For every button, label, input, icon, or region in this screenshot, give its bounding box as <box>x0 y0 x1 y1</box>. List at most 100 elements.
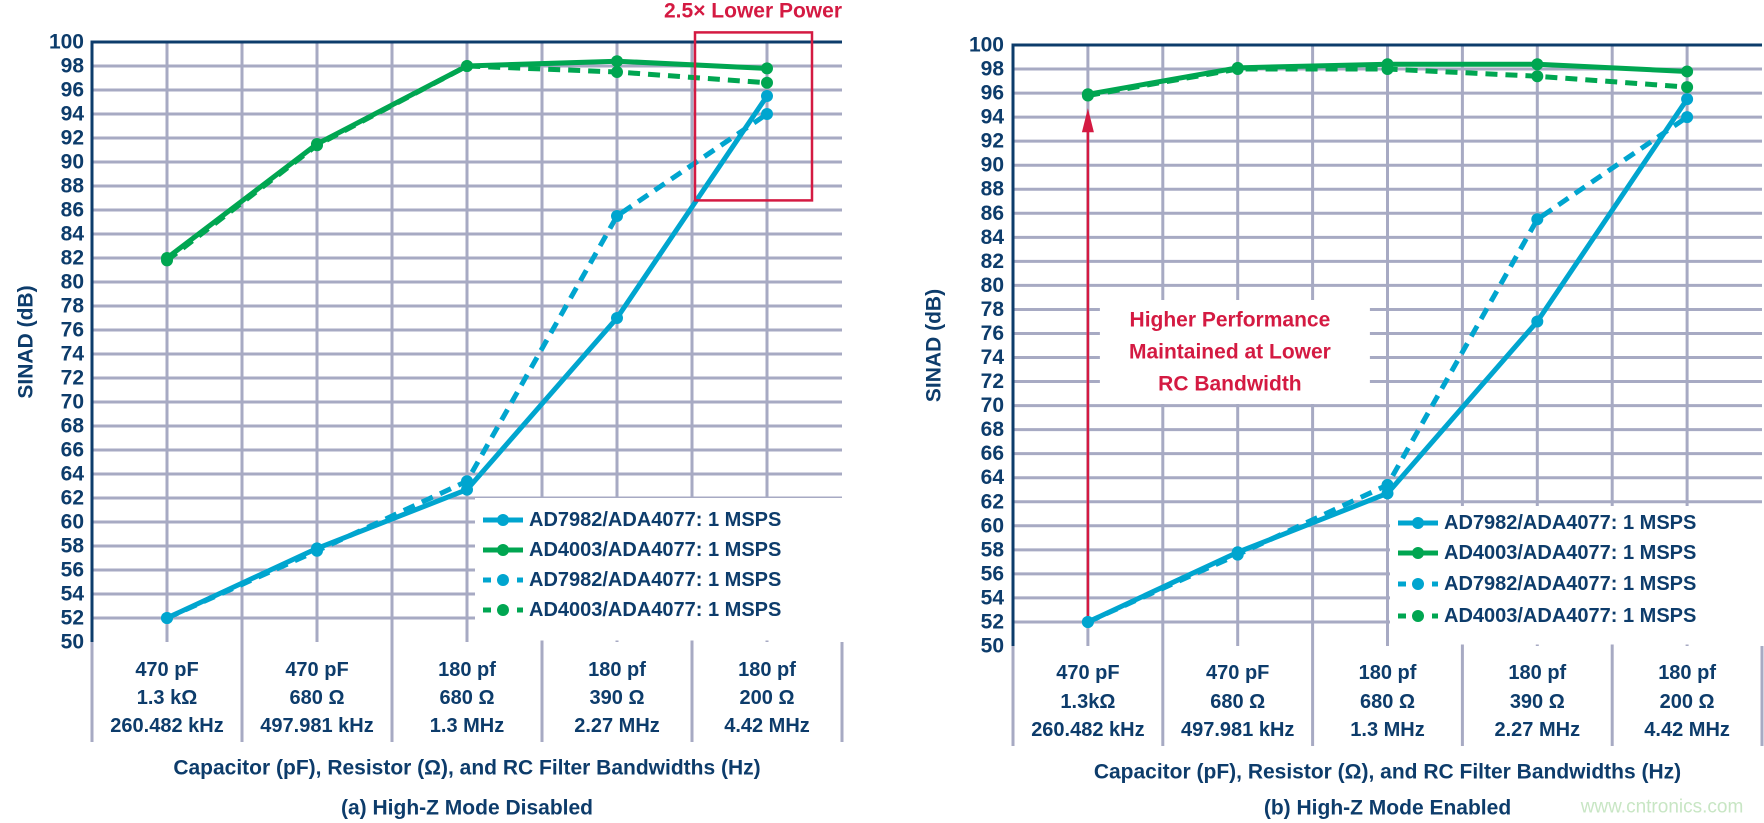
y-tick-label: 50 <box>981 635 1004 658</box>
y-tick-label: 70 <box>61 391 84 414</box>
legend-label: AD7982/ADA4077: 1 MSPS <box>529 569 781 591</box>
legend-marker <box>1412 578 1424 590</box>
series-green-dashed <box>161 60 773 267</box>
x-axis-label: Capacitor (pF), Resistor (Ω), and RC Fil… <box>173 757 760 780</box>
data-point <box>1231 548 1244 561</box>
annotation-box <box>1099 300 1370 404</box>
legend-marker <box>497 604 509 616</box>
y-tick-label: 66 <box>61 439 84 462</box>
x-tick-label: 2.27 MHz <box>574 715 660 737</box>
y-tick-label: 62 <box>61 487 84 510</box>
x-tick-label: 200 Ω <box>740 687 795 709</box>
highlight-box <box>693 31 814 202</box>
y-tick-label: 50 <box>61 631 84 654</box>
data-point <box>461 60 473 72</box>
y-tick-label: 72 <box>981 370 1004 393</box>
x-tick-label: 4.42 MHz <box>724 715 810 737</box>
y-tick-label: 74 <box>61 343 85 366</box>
x-tick-label: 2.27 MHz <box>1495 719 1581 741</box>
legend-marker <box>1412 610 1424 622</box>
x-tick-label: 180 pf <box>738 659 796 681</box>
y-tick-label: 56 <box>981 562 1004 585</box>
series-blue-dashed <box>161 108 773 624</box>
x-tick-label: 4.42 MHz <box>1644 719 1730 741</box>
y-tick-label: 78 <box>981 298 1005 321</box>
legend-marker <box>497 514 509 526</box>
y-tick-label: 96 <box>981 82 1004 105</box>
x-tick-label: 1.3 MHz <box>430 715 504 737</box>
legend-marker <box>497 574 509 586</box>
legend-label: AD7982/ADA4077: 1 MSPS <box>1444 512 1696 534</box>
y-axis-label: SINAD (dB) <box>923 289 946 402</box>
x-tick-label: 180 pf <box>1658 662 1716 684</box>
x-tick-label: 180 pf <box>438 659 496 681</box>
data-point <box>1681 81 1694 94</box>
series-line <box>165 63 768 263</box>
y-tick-label: 76 <box>61 319 84 342</box>
data-point <box>311 544 323 557</box>
x-tick-label: 680 Ω <box>1210 691 1265 713</box>
y-tick-label: 84 <box>981 226 1005 249</box>
y-tick-label: 60 <box>981 514 1004 537</box>
y-tick-label: 86 <box>981 202 1004 225</box>
annotation-text: Maintained at Lower <box>1129 341 1331 364</box>
chart-a: 470 pF 1.3 kΩ 260.482 kHz 470 pF 680 Ω 497.98… <box>15 0 844 820</box>
x-tick-label: 390 Ω <box>590 687 645 709</box>
data-point <box>1531 58 1544 71</box>
legend-label: AD4003/ADA4077: 1 MSPS <box>529 539 781 561</box>
x-tick-label: 470 pF <box>285 659 348 681</box>
y-axis-label: SINAD (dB) <box>15 285 38 398</box>
data-point <box>461 475 473 488</box>
data-point <box>761 62 773 75</box>
x-tick-label: 1.3kΩ <box>1060 691 1115 713</box>
y-tick-label: 62 <box>981 490 1004 513</box>
chart-caption: (a) High-Z Mode Disabled <box>341 797 593 820</box>
x-tick-label: 260.482 kHz <box>1031 719 1144 741</box>
y-tick-label: 96 <box>61 79 84 102</box>
y-tick-label: 88 <box>61 175 85 198</box>
axis-frame <box>1011 43 1762 646</box>
chart-caption: (b) High-Z Mode Enabled <box>1264 797 1511 820</box>
annotation-text: Higher Performance <box>1130 309 1331 332</box>
x-tick-label: 180 pf <box>1508 662 1566 684</box>
y-tick-label: 80 <box>61 271 84 294</box>
y-tick-label: 74 <box>981 346 1005 369</box>
data-point <box>1081 615 1094 628</box>
y-tick-label: 86 <box>61 199 84 222</box>
legend-label: AD4003/ADA4077: 1 MSPS <box>1444 542 1696 564</box>
legend-label: AD4003/ADA4077: 1 MSPS <box>529 599 781 621</box>
data-point <box>1231 63 1244 76</box>
x-tick-label: 180 pf <box>1359 662 1417 684</box>
annotation-text: RC Bandwidth <box>1158 373 1301 396</box>
x-tick-label: 1.3 MHz <box>1350 719 1424 741</box>
series-green-dashed <box>1081 63 1694 102</box>
data-point <box>1531 213 1544 226</box>
x-tick-label: 470 pF <box>1206 662 1269 684</box>
y-tick-label: 82 <box>61 247 84 270</box>
data-point <box>1681 93 1694 106</box>
data-point <box>1381 478 1394 491</box>
y-tick-label: 72 <box>61 367 84 390</box>
y-tick-label: 70 <box>981 394 1004 417</box>
axis-frame <box>90 40 842 642</box>
y-tick-label: 58 <box>61 535 85 558</box>
y-tick-label: 56 <box>61 559 84 582</box>
y-tick-label: 90 <box>61 151 84 174</box>
data-point <box>461 483 473 496</box>
data-point <box>161 254 173 267</box>
x-tick-label: 260.482 kHz <box>110 715 223 737</box>
y-tick-label: 90 <box>981 154 1004 177</box>
y-tick-label: 100 <box>49 31 84 54</box>
data-point <box>1531 315 1544 328</box>
y-tick-label: 92 <box>981 130 1004 153</box>
x-tick-label: 497.981 kHz <box>1181 719 1294 741</box>
legend-label: AD7982/ADA4077: 1 MSPS <box>529 509 781 531</box>
data-point <box>1681 111 1694 124</box>
x-tick-label: 1.3 kΩ <box>137 687 198 709</box>
data-point <box>761 76 773 89</box>
legend-marker <box>1412 517 1424 529</box>
y-tick-label: 52 <box>61 607 84 630</box>
x-tick-label: 470 pF <box>135 659 198 681</box>
x-tick-label: 680 Ω <box>440 687 495 709</box>
y-tick-label: 68 <box>981 418 1005 441</box>
